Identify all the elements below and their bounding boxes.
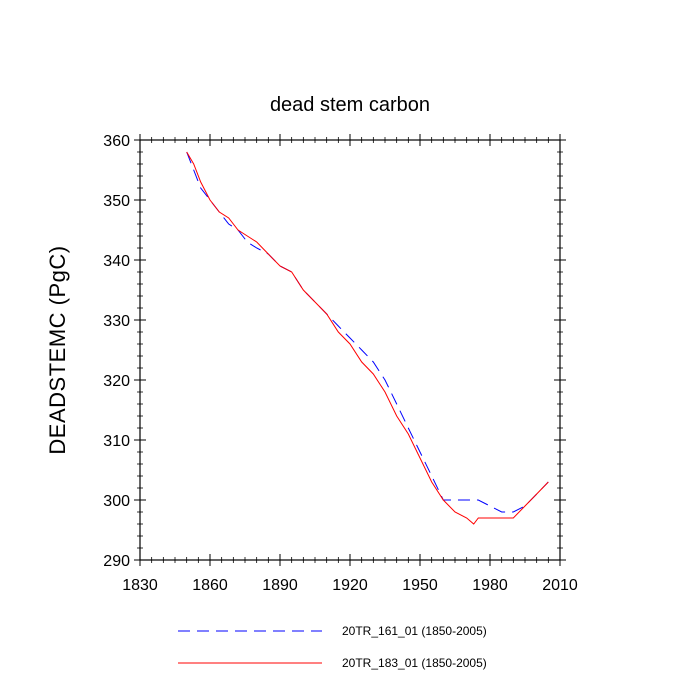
x-tick-label: 1920: [332, 577, 368, 594]
series-line-2: [186, 151, 549, 525]
x-tick-label: 1860: [192, 577, 228, 594]
legend-label-series-2: 20TR_183_01 (1850-2005): [342, 656, 487, 670]
y-tick-label: 330: [103, 313, 130, 330]
x-axis-tick-labels: 1830 1860 1890 1920 1950 1980 2010: [122, 577, 578, 594]
y-tick-label: 290: [103, 553, 130, 570]
series-lines: [186, 151, 549, 525]
y-tick-label: 350: [103, 193, 130, 210]
y-tick-label: 300: [103, 493, 130, 510]
x-tick-label: 1950: [402, 577, 438, 594]
x-tick-label: 1890: [262, 577, 298, 594]
y-tick-label: 310: [103, 433, 130, 450]
y-tick-label: 320: [103, 373, 130, 390]
legend: 20TR_161_01 (1850-2005) 20TR_183_01 (185…: [178, 624, 487, 670]
legend-label-series-1: 20TR_161_01 (1850-2005): [342, 624, 487, 638]
series-line-1: [186, 151, 549, 513]
x-tick-label: 1980: [472, 577, 508, 594]
y-axis-label: DEADSTEMC (PgC): [45, 245, 70, 454]
chart-title: dead stem carbon: [270, 94, 430, 116]
y-axis-tick-labels: 290 300 310 320 330 340 350 360: [103, 133, 130, 570]
y-tick-label: 340: [103, 253, 130, 270]
x-tick-label: 1830: [122, 577, 158, 594]
y-tick-label: 360: [103, 133, 130, 150]
plot-frame: [139, 139, 561, 561]
x-tick-label: 2010: [542, 577, 578, 594]
axis-ticks: [134, 134, 566, 566]
